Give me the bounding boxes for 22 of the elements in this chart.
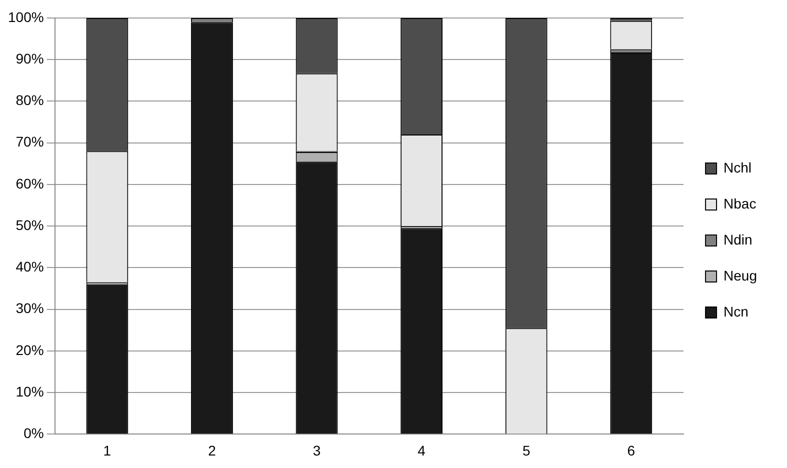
x-tick-label: 2 <box>208 442 216 458</box>
x-tick-label: 4 <box>418 442 426 458</box>
legend-label: Nbac <box>724 195 756 212</box>
y-tick-label: 70% <box>16 134 44 150</box>
y-tick-label: 90% <box>16 50 44 66</box>
x-tick-label: 5 <box>522 442 530 458</box>
x-tick-label: 6 <box>627 442 636 458</box>
legend-label: Ncn <box>724 303 748 320</box>
y-tick-label: 80% <box>16 92 44 108</box>
x-tick-label: 1 <box>103 442 112 458</box>
legend-label: Ndin <box>724 231 752 248</box>
y-tick-label: 50% <box>16 216 44 233</box>
legend-label: Neug <box>724 267 757 284</box>
y-tick-label: 60% <box>16 175 44 192</box>
y-tick-label: 20% <box>16 342 44 358</box>
y-tick-label: 100% <box>8 8 44 25</box>
y-tick-label: 30% <box>16 300 44 316</box>
y-tick-label: 10% <box>16 383 44 400</box>
y-tick-label: 0% <box>24 425 44 442</box>
x-tick-label: 3 <box>312 442 321 458</box>
y-tick-label: 40% <box>16 258 44 275</box>
legend-label: Nchl <box>724 159 752 176</box>
